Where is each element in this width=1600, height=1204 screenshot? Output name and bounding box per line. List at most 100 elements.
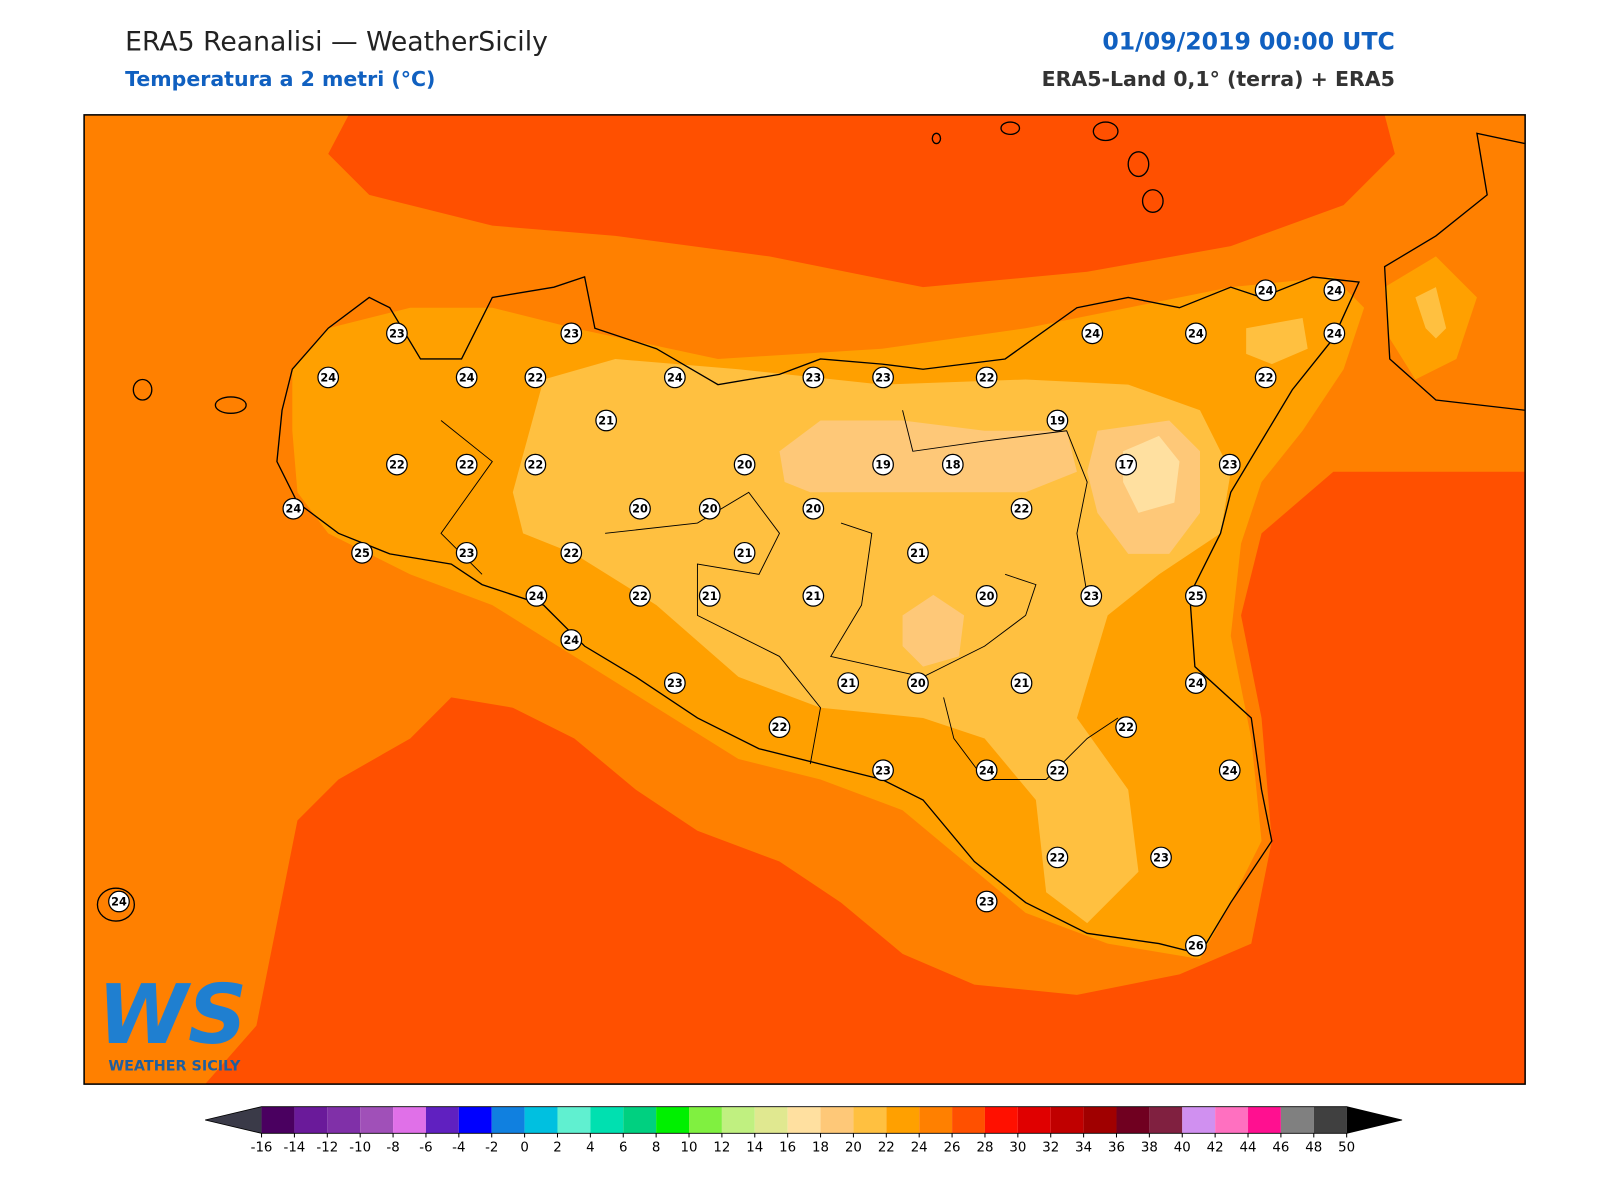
- island: [96, 887, 136, 922]
- station-marker: [1185, 672, 1207, 694]
- station-value: 21: [702, 590, 718, 603]
- station: 21: [595, 409, 618, 432]
- stations: 23 23 24 24 22 24 23 23 22 24 24 24 24 24 22 21 19 22 22 22…: [108, 279, 1346, 957]
- colorbar-segment: [261, 1106, 295, 1134]
- island: [1092, 121, 1119, 142]
- station: 22: [629, 585, 651, 607]
- station-value: 18: [945, 459, 961, 472]
- contour-sea-south: [84, 471, 1526, 1085]
- map-frame: [83, 114, 1526, 1085]
- station-value: 25: [1188, 590, 1204, 603]
- station-marker: [560, 629, 583, 651]
- station: 17: [1115, 453, 1138, 476]
- colorbar-tick-label: -4: [452, 1141, 465, 1156]
- station: 23: [1080, 585, 1103, 607]
- station-value: 21: [805, 590, 821, 603]
- colorbar-segment: [984, 1106, 1018, 1134]
- colorbar-tick-label: 2: [553, 1141, 561, 1156]
- colorbar-tick-label: 26: [944, 1141, 961, 1156]
- station-value: 24: [529, 590, 545, 603]
- station-marker: [907, 541, 929, 564]
- colorbar-segment: [656, 1106, 690, 1134]
- colorbar-segment: [491, 1106, 525, 1134]
- colorbar-segment: [294, 1106, 328, 1134]
- station-marker: [524, 366, 547, 389]
- station-marker: [975, 890, 998, 913]
- station: 24: [1323, 279, 1346, 302]
- station-value: 20: [737, 459, 753, 472]
- station-value: 23: [875, 371, 891, 384]
- colorbar-tick-label: -8: [386, 1141, 399, 1156]
- station: 24: [1185, 322, 1207, 345]
- station-value: 20: [632, 503, 648, 516]
- colorbar-tick-label: 28: [976, 1141, 993, 1156]
- station: 20: [733, 453, 756, 476]
- station-value: 22: [528, 371, 544, 384]
- colorbar-segment: [590, 1106, 624, 1134]
- station-marker: [560, 541, 583, 564]
- island: [132, 378, 153, 401]
- colorbar-segment: [1182, 1106, 1216, 1134]
- station-marker: [1150, 846, 1172, 869]
- colorbar-tick-label: -2: [485, 1141, 498, 1156]
- colorbar-segment: [1149, 1106, 1183, 1134]
- colorbar-tick-label: 32: [1042, 1141, 1059, 1156]
- station-marker: [351, 541, 373, 564]
- station: 22: [560, 541, 583, 564]
- station-value: 23: [563, 327, 579, 340]
- colorbar-tick-label: 14: [746, 1141, 763, 1156]
- station-value: 22: [1118, 721, 1134, 734]
- colorbar: -16 -14 -12 -10 -8 -6 -4 -2 0 2 4 6 8 10 12 14 16 18 20 22 2…: [205, 1106, 1403, 1156]
- station-value: 24: [979, 764, 995, 777]
- colorbar-segment: [754, 1106, 788, 1134]
- contour-20: [512, 358, 1231, 924]
- sicily-outline: [276, 276, 1360, 955]
- colorbar-segment: [1116, 1106, 1150, 1134]
- colorbar-tick-label: -14: [284, 1141, 306, 1156]
- station-marker: [802, 585, 825, 607]
- station-marker: [455, 541, 478, 564]
- station: 24: [317, 366, 340, 389]
- colorbar-segment: [1017, 1106, 1051, 1134]
- colorbar-tick-label: 24: [911, 1141, 928, 1156]
- station-value: 23: [1153, 851, 1169, 864]
- colorbar-segment: [327, 1106, 361, 1134]
- station: 25: [351, 541, 373, 564]
- station-value: 24: [667, 371, 683, 384]
- colorbar-segment: [1248, 1106, 1281, 1134]
- station-value: 20: [702, 503, 718, 516]
- station: 24: [1185, 672, 1207, 694]
- colorbar-tick-label: -16: [251, 1141, 273, 1156]
- station-value: 22: [1258, 371, 1274, 384]
- station-value: 22: [1050, 851, 1066, 864]
- station: 19: [1046, 409, 1069, 432]
- colorbar-over: [1346, 1106, 1403, 1134]
- station-marker: [837, 672, 860, 694]
- station-marker: [560, 322, 583, 345]
- colorbar-tick-label: 4: [586, 1141, 594, 1156]
- coastline: [96, 121, 1526, 955]
- station-marker: [802, 366, 825, 389]
- colorbar-tick-label: 34: [1075, 1141, 1092, 1156]
- station-value: 24: [1258, 284, 1274, 297]
- island: [1127, 151, 1150, 178]
- station: 24: [525, 585, 548, 607]
- source: ERA5-Land 0,1° (terra) + ERA5: [1042, 67, 1395, 91]
- station-marker: [1115, 453, 1138, 476]
- station: 20: [802, 497, 825, 520]
- calabria-outline: [1383, 132, 1526, 411]
- station-value: 24: [1188, 327, 1204, 340]
- station-marker: [317, 366, 340, 389]
- station-value: 24: [563, 634, 579, 647]
- station: 20: [975, 585, 998, 607]
- station: 22: [524, 453, 547, 476]
- station-value: 23: [805, 371, 821, 384]
- station-marker: [941, 453, 964, 476]
- station-marker: [698, 585, 721, 607]
- station-marker: [525, 585, 548, 607]
- station-marker: [1046, 409, 1069, 432]
- station-value: 21: [1014, 677, 1030, 690]
- date: 01/09/2019 00:00 UTC: [1102, 28, 1394, 56]
- subtitle: Temperatura a 2 metri (°C): [125, 67, 435, 91]
- station: 23: [975, 890, 998, 913]
